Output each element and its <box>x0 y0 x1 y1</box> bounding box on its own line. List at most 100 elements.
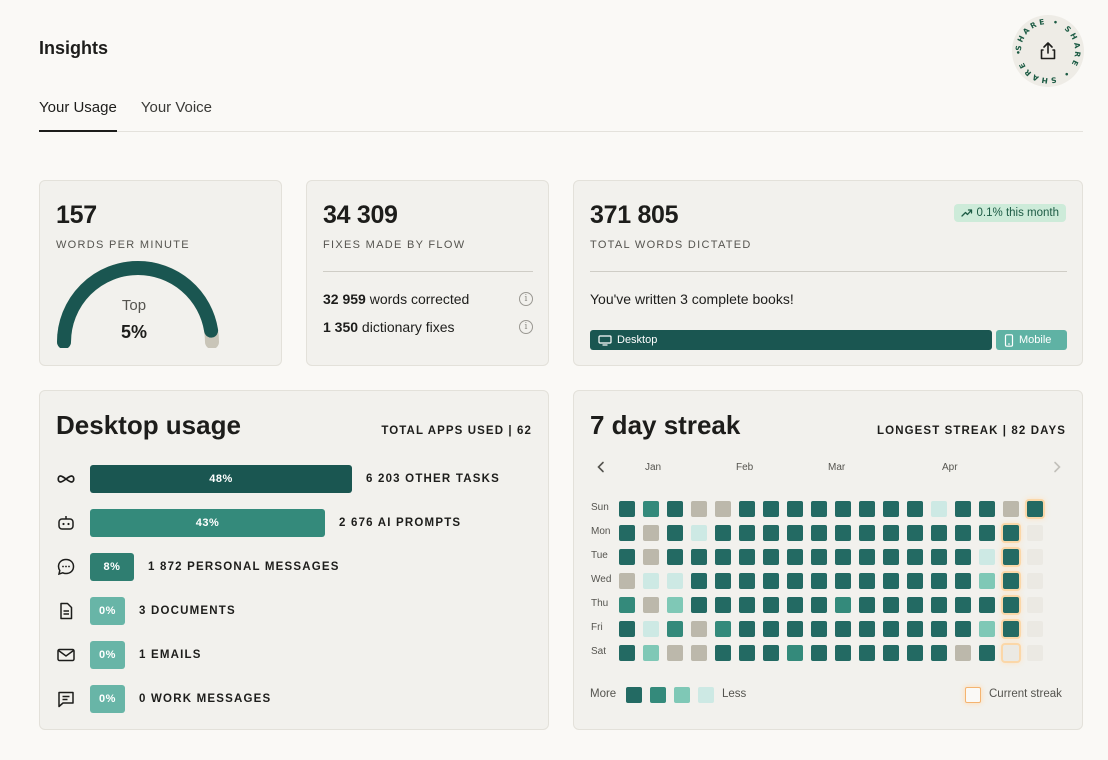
heatmap-cell[interactable] <box>763 597 779 613</box>
heatmap-cell[interactable] <box>835 549 851 565</box>
heatmap-cell[interactable] <box>979 501 995 517</box>
heatmap-cell[interactable] <box>1003 597 1019 613</box>
heatmap-cell[interactable] <box>643 621 659 637</box>
heatmap-cell[interactable] <box>883 573 899 589</box>
heatmap-cell[interactable] <box>643 573 659 589</box>
heatmap-cell[interactable] <box>907 549 923 565</box>
heatmap-cell[interactable] <box>643 549 659 565</box>
heatmap-cell[interactable] <box>667 501 683 517</box>
heatmap-cell[interactable] <box>739 525 755 541</box>
heatmap-cell[interactable] <box>811 573 827 589</box>
heatmap-cell[interactable] <box>763 501 779 517</box>
heatmap-cell[interactable] <box>643 597 659 613</box>
heatmap-cell[interactable] <box>859 549 875 565</box>
heatmap-cell[interactable] <box>835 573 851 589</box>
heatmap-cell[interactable] <box>859 597 875 613</box>
heatmap-cell[interactable] <box>619 573 635 589</box>
heatmap-cell[interactable] <box>835 501 851 517</box>
heatmap-cell[interactable] <box>931 597 947 613</box>
heatmap-cell[interactable] <box>955 621 971 637</box>
heatmap-cell[interactable] <box>931 645 947 661</box>
chevron-right-icon[interactable] <box>1052 461 1062 473</box>
heatmap-cell[interactable] <box>667 645 683 661</box>
heatmap-cell[interactable] <box>835 525 851 541</box>
heatmap-cell[interactable] <box>1027 549 1043 565</box>
heatmap-cell[interactable] <box>859 621 875 637</box>
heatmap-cell[interactable] <box>739 573 755 589</box>
heatmap-cell[interactable] <box>643 525 659 541</box>
heatmap-cell[interactable] <box>787 573 803 589</box>
heatmap-cell[interactable] <box>859 525 875 541</box>
heatmap-cell[interactable] <box>811 621 827 637</box>
heatmap-cell[interactable] <box>811 597 827 613</box>
heatmap-cell[interactable] <box>739 645 755 661</box>
heatmap-cell[interactable] <box>739 549 755 565</box>
heatmap-cell[interactable] <box>907 573 923 589</box>
heatmap-cell[interactable] <box>907 597 923 613</box>
heatmap-cell[interactable] <box>883 645 899 661</box>
heatmap-cell[interactable] <box>907 501 923 517</box>
heatmap-cell[interactable] <box>691 621 707 637</box>
heatmap-cell[interactable] <box>739 597 755 613</box>
heatmap-cell[interactable] <box>715 573 731 589</box>
heatmap-cell[interactable] <box>763 549 779 565</box>
heatmap-cell[interactable] <box>691 501 707 517</box>
heatmap-cell[interactable] <box>883 501 899 517</box>
heatmap-cell[interactable] <box>763 621 779 637</box>
heatmap-cell[interactable] <box>1027 645 1043 661</box>
heatmap-cell[interactable] <box>619 525 635 541</box>
heatmap-cell[interactable] <box>691 645 707 661</box>
heatmap-cell[interactable] <box>715 501 731 517</box>
heatmap-cell[interactable] <box>619 597 635 613</box>
heatmap-cell[interactable] <box>691 573 707 589</box>
heatmap-cell[interactable] <box>1003 621 1019 637</box>
heatmap-cell[interactable] <box>715 525 731 541</box>
heatmap-cell[interactable] <box>1027 621 1043 637</box>
heatmap-cell[interactable] <box>763 645 779 661</box>
heatmap-cell[interactable] <box>931 621 947 637</box>
heatmap-cell[interactable] <box>907 645 923 661</box>
heatmap-cell[interactable] <box>1027 501 1043 517</box>
heatmap-cell[interactable] <box>691 525 707 541</box>
heatmap-cell[interactable] <box>979 597 995 613</box>
heatmap-cell[interactable] <box>835 597 851 613</box>
heatmap-cell[interactable] <box>787 525 803 541</box>
heatmap-cell[interactable] <box>931 501 947 517</box>
heatmap-cell[interactable] <box>1003 549 1019 565</box>
heatmap-cell[interactable] <box>907 621 923 637</box>
heatmap-cell[interactable] <box>691 549 707 565</box>
heatmap-cell[interactable] <box>835 645 851 661</box>
heatmap-cell[interactable] <box>955 549 971 565</box>
heatmap-cell[interactable] <box>643 501 659 517</box>
heatmap-cell[interactable] <box>1027 525 1043 541</box>
heatmap-cell[interactable] <box>1003 525 1019 541</box>
heatmap-cell[interactable] <box>955 501 971 517</box>
heatmap-cell[interactable] <box>667 621 683 637</box>
heatmap-cell[interactable] <box>883 525 899 541</box>
heatmap-cell[interactable] <box>619 549 635 565</box>
heatmap-cell[interactable] <box>883 621 899 637</box>
tab-your-usage[interactable]: Your Usage <box>39 99 117 132</box>
heatmap-cell[interactable] <box>883 549 899 565</box>
heatmap-cell[interactable] <box>859 501 875 517</box>
heatmap-cell[interactable] <box>979 549 995 565</box>
heatmap-cell[interactable] <box>1003 645 1019 661</box>
heatmap-cell[interactable] <box>955 525 971 541</box>
heatmap-cell[interactable] <box>667 549 683 565</box>
heatmap-cell[interactable] <box>1003 501 1019 517</box>
heatmap-cell[interactable] <box>979 525 995 541</box>
tab-your-voice[interactable]: Your Voice <box>140 99 213 116</box>
heatmap-cell[interactable] <box>955 597 971 613</box>
heatmap-cell[interactable] <box>859 645 875 661</box>
heatmap-cell[interactable] <box>811 525 827 541</box>
heatmap-cell[interactable] <box>883 597 899 613</box>
heatmap-cell[interactable] <box>835 621 851 637</box>
heatmap-cell[interactable] <box>787 597 803 613</box>
share-button[interactable]: SHARE • SHARE • SHARE • <box>1012 15 1084 87</box>
heatmap-cell[interactable] <box>955 645 971 661</box>
heatmap-cell[interactable] <box>1003 573 1019 589</box>
heatmap-cell[interactable] <box>787 549 803 565</box>
heatmap-cell[interactable] <box>859 573 875 589</box>
info-icon[interactable]: i <box>519 320 533 334</box>
heatmap-cell[interactable] <box>787 501 803 517</box>
